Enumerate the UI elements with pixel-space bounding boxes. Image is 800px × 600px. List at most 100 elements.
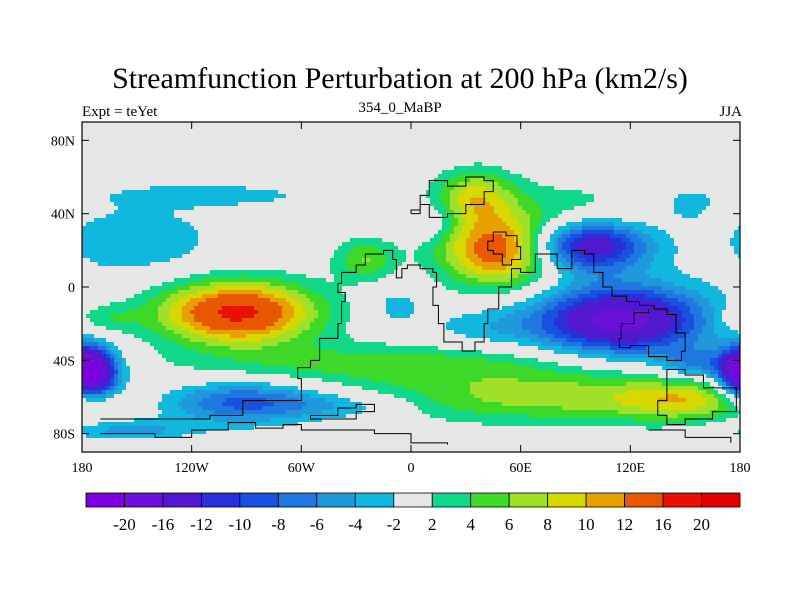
field-cell [166,362,170,366]
field-cell [154,422,158,426]
field-cell [270,378,274,382]
field-cell [282,310,286,314]
field-cell [262,258,266,262]
field-cell [82,122,86,126]
field-cell [310,154,314,158]
field-cell [194,226,198,230]
field-cell [126,274,130,278]
field-cell [190,242,194,246]
field-cell [234,190,238,194]
field-cell [278,154,282,158]
field-cell [102,378,106,382]
field-cell [86,282,90,286]
field-cell [182,194,186,198]
field-cell [246,438,250,442]
field-cell [294,434,298,438]
field-cell [90,314,94,318]
field-cell [106,218,110,222]
field-cell [270,354,274,358]
field-cell [290,162,294,166]
field-cell [242,322,246,326]
field-cell [238,250,242,254]
field-cell [138,130,142,134]
field-cell [254,218,258,222]
field-cell [230,226,234,230]
field-cell [318,314,322,318]
field-cell [242,278,246,282]
field-cell [298,342,302,346]
field-cell [294,122,298,126]
field-cell [126,162,130,166]
field-cell [162,390,166,394]
field-cell [294,438,298,442]
field-cell [254,126,258,130]
field-cell [86,362,90,366]
field-cell [146,174,150,178]
field-cell [162,126,166,130]
field-cell [234,398,238,402]
field-cell [290,166,294,170]
field-cell [266,306,270,310]
field-cell [158,170,162,174]
field-cell [150,438,154,442]
field-cell [114,302,118,306]
field-cell [138,442,142,446]
field-cell [90,406,94,410]
field-cell [154,166,158,170]
field-cell [134,398,138,402]
field-cell [302,330,306,334]
field-cell [254,442,258,446]
field-cell [286,326,290,330]
field-cell [278,242,282,246]
field-cell [102,278,106,282]
field-cell [134,350,138,354]
field-cell [170,202,174,206]
field-cell [150,126,154,130]
field-cell [210,242,214,246]
field-cell [90,402,94,406]
field-cell [106,154,110,158]
field-cell [150,414,154,418]
field-cell [282,270,286,274]
field-cell [118,374,122,378]
field-cell [306,142,310,146]
field-cell [122,254,126,258]
field-cell [134,402,138,406]
field-cell [138,402,142,406]
field-cell [186,346,190,350]
field-cell [170,266,174,270]
field-cell [186,310,190,314]
field-cell [134,146,138,150]
field-cell [102,174,106,178]
field-cell [158,398,162,402]
field-cell [226,314,230,318]
field-cell [246,230,250,234]
field-cell [86,318,90,322]
field-cell [118,406,122,410]
field-cell [314,270,318,274]
field-cell [234,418,238,422]
field-cell [186,334,190,338]
field-cell [178,246,182,250]
field-cell [106,446,110,450]
field-cell [126,394,130,398]
field-cell [282,298,286,302]
field-cell [294,362,298,366]
field-cell [114,194,118,198]
field-cell [150,374,154,378]
field-cell [290,214,294,218]
field-cell [286,270,290,274]
field-cell [82,382,86,386]
field-cell [274,362,278,366]
field-cell [194,122,198,126]
field-cell [210,262,214,266]
field-cell [174,134,178,138]
field-cell [182,182,186,186]
field-cell [102,342,106,346]
field-cell [138,270,142,274]
field-cell [238,438,242,442]
field-cell [246,402,250,406]
field-cell [150,178,154,182]
field-cell [218,214,222,218]
field-cell [242,270,246,274]
